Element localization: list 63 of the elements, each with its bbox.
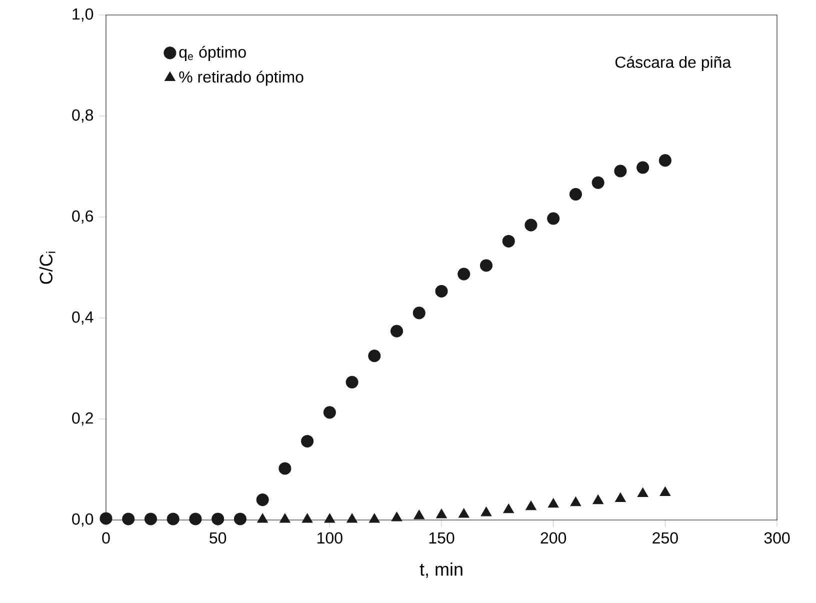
point <box>414 510 425 520</box>
point <box>548 498 559 508</box>
point <box>279 513 290 523</box>
x-tick-label: 0 <box>102 532 110 544</box>
y-tick-label: 0,2 <box>72 412 93 426</box>
point <box>592 176 604 189</box>
point <box>435 284 448 298</box>
point <box>100 512 112 525</box>
y-tick-label: 0,6 <box>72 210 94 224</box>
point <box>458 268 470 280</box>
point <box>660 486 671 496</box>
point <box>436 508 447 518</box>
point <box>570 496 582 506</box>
point <box>166 512 180 526</box>
point <box>368 350 381 362</box>
point <box>412 306 426 320</box>
point <box>637 487 648 498</box>
x-tick-label: 300 <box>764 532 790 544</box>
point <box>480 259 493 272</box>
point <box>212 512 224 526</box>
x-tick-label: 250 <box>652 532 678 544</box>
point <box>346 513 358 523</box>
point <box>189 512 202 526</box>
point <box>524 218 538 232</box>
point <box>526 500 536 510</box>
point <box>614 492 626 502</box>
legend-label: % retirado óptimo <box>179 70 304 86</box>
point <box>323 406 336 419</box>
point <box>658 154 672 167</box>
y-tick-label: 0,0 <box>72 513 94 527</box>
point <box>234 512 246 526</box>
x-tick-label: 100 <box>318 532 342 544</box>
point <box>256 494 269 506</box>
annotation: Cáscara de piña <box>615 56 732 72</box>
point <box>547 212 560 225</box>
legend-label: q$_{e}$ óptimo <box>179 46 246 61</box>
point <box>614 164 627 178</box>
point <box>301 434 314 448</box>
y-tick-label: 1,0 <box>72 8 94 22</box>
point <box>368 513 380 523</box>
point <box>324 513 336 523</box>
point <box>569 188 582 201</box>
point <box>144 512 158 526</box>
point <box>391 512 402 522</box>
point <box>122 512 135 526</box>
x-tick-label: 200 <box>540 532 566 544</box>
point <box>302 513 313 523</box>
point <box>502 234 515 248</box>
x-tick-label: 50 <box>210 532 226 544</box>
x-axis-title: t, min <box>420 562 462 578</box>
point <box>458 508 470 518</box>
y-tick-label: 0,8 <box>72 109 94 123</box>
y-axis-title: C/C$_{i}$ <box>39 252 56 284</box>
point <box>503 504 514 514</box>
point <box>636 161 650 174</box>
y-tick-label: 0,4 <box>72 311 94 325</box>
point <box>390 324 404 338</box>
point <box>592 494 604 504</box>
point <box>480 506 492 516</box>
point <box>257 513 268 523</box>
x-tick-label: 150 <box>429 532 454 544</box>
point <box>278 462 292 475</box>
point <box>346 376 358 388</box>
